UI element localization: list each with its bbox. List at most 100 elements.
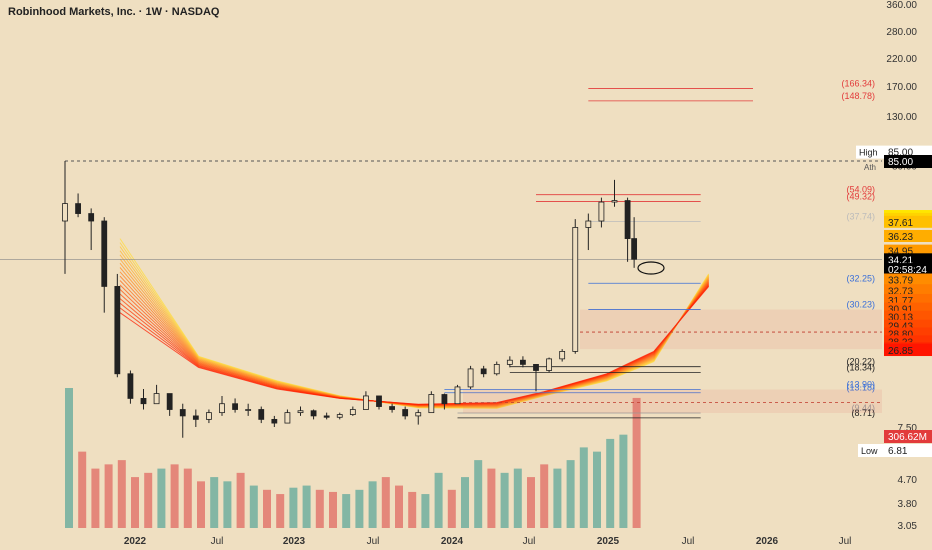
price-label-box [884,284,932,297]
candle-body [62,203,68,222]
low-value-box [884,444,932,457]
volume-bar [329,491,337,528]
volume-bar [78,451,87,528]
volume-bar [65,388,73,528]
x-tick-label: Jul [682,536,695,547]
price-label-box [884,215,932,228]
candle-body [533,363,539,371]
price-axis: 360.00280.00220.00170.00130.0080.007.504… [856,0,932,532]
price-label-text: 28.80 [888,329,913,340]
volume-bar [249,485,258,528]
x-tick-label: 2023 [283,536,306,547]
level-line-label: (32.25) [846,273,875,283]
level-line-label: (148.78) [841,91,875,101]
volume-bar [91,468,100,528]
volume-bar [263,489,271,528]
price-tick-label: 3.05 [898,521,918,532]
price-label-text: 30.13 [888,313,913,324]
volume-bar [355,489,364,528]
volume-bar [395,485,403,528]
candle-body [559,351,566,360]
volume-bar [315,489,324,528]
x-tick-label: 2024 [441,536,464,547]
volume-bar [157,468,166,528]
price-label-text: 33.79 [888,276,913,287]
candle-body [127,373,134,399]
volume-bar [302,485,311,528]
price-label-box [884,229,932,242]
price-label-text: 34.95 [888,247,913,258]
volume-bar [289,487,298,528]
price-label-text: 26.85 [888,346,913,357]
candle-body [140,398,147,405]
candle-body [631,238,638,260]
price-label-text: 32.73 [888,286,913,297]
volume-bar [144,472,153,528]
x-tick-label: 2025 [597,536,620,547]
volume-bar [593,451,601,528]
candle-body [75,203,81,214]
volume-bar [408,491,417,528]
candle-body [258,409,265,420]
level-line-label: (20.22) [846,357,875,367]
level-line-label: (9.44) [851,403,875,413]
candle-body [454,386,461,405]
volume-layer [65,388,641,528]
candle-body [546,358,552,371]
x-tick-label: Jul [367,536,380,547]
price-tick-label: 7.50 [898,423,918,434]
candle-body [232,403,238,410]
price-label-text: 31.77 [888,296,913,307]
x-tick-label: Jul [211,536,224,547]
candle-body [219,403,225,414]
x-tick-label: Jul [839,536,852,547]
volume-bar [342,494,351,528]
low-tag-box [858,444,884,457]
candle-body [310,410,317,417]
candle-body [153,393,160,405]
price-label-text: 02:58:24 [888,265,927,276]
volume-bar [606,438,615,528]
volume-bar [513,468,522,528]
upper-zone [580,309,882,350]
volume-bar [236,472,245,528]
candle-body [506,359,513,365]
candle-body [336,414,343,418]
level-line-label: (30.23) [846,300,875,310]
candle-body [598,201,605,222]
candle-body [166,393,173,410]
ath-value: 85.00 [888,157,913,168]
volume-bar [553,468,562,528]
price-tick-label: 220.00 [886,54,917,65]
volume-bar [183,468,192,528]
volume-value: 306.62M [888,432,927,443]
volume-bar [131,477,139,528]
price-label-box [884,273,932,286]
price-label-text: 30.91 [888,305,913,316]
high-value: 85.00 [888,148,913,159]
price-label-text: 29.43 [888,322,913,333]
volume-bar [276,494,285,528]
volume-bar [421,494,430,528]
x-tick-label: Jul [523,536,536,547]
volume-bar [223,481,232,528]
high-tag: High [859,148,878,158]
volume-bar [566,460,575,528]
candle-body [245,409,252,411]
volume-bar [368,481,377,528]
volume-bar [474,460,483,528]
candle-body [101,220,108,287]
candle-body [271,418,278,424]
candle-body [323,415,330,418]
candle-body [402,409,409,417]
candle-body [493,363,500,375]
candle-body [467,368,474,388]
level-line-label: (13.90) [846,379,875,389]
ath-tag: Ath [864,163,876,172]
volume-bar [527,477,535,528]
volume-bar [197,481,205,528]
level-line-label: (54.09) [846,185,875,195]
candle-body [441,394,448,405]
price-label-text: 36.23 [888,232,913,243]
